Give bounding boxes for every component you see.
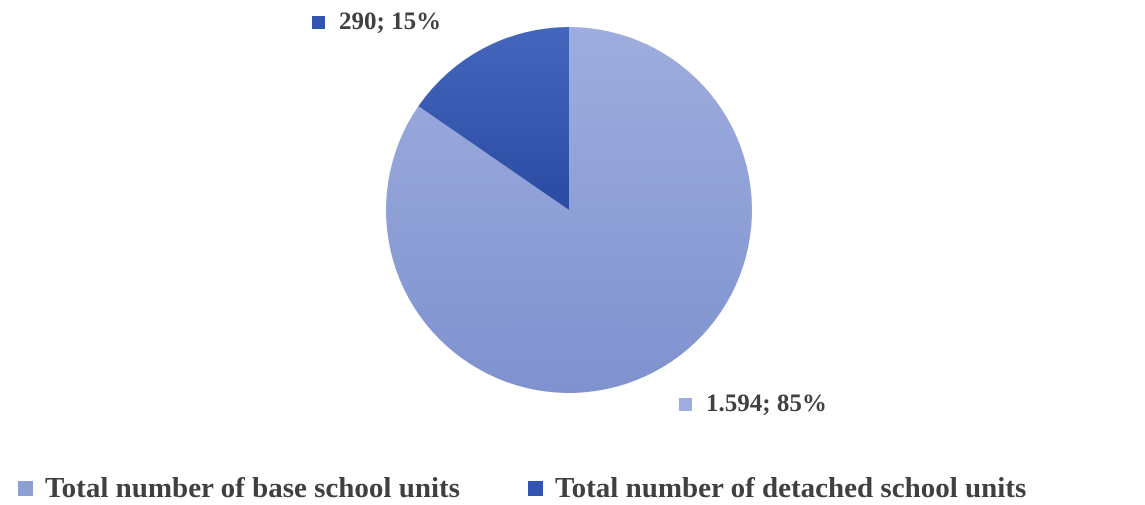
pie-slice-base-school-units	[385, 27, 752, 393]
legend-swatch	[527, 481, 543, 496]
legend-item-detached-school-units: Total number of detached school units	[527, 472, 1027, 505]
data-label-swatch	[312, 15, 325, 29]
legend-label: Total number of detached school units	[554, 472, 1027, 504]
data-label-text: 290; 15%	[339, 8, 442, 35]
legend-swatch	[18, 481, 33, 496]
legend-label: Total number of base school units	[45, 472, 460, 504]
legend: Total number of base school units Total …	[18, 472, 1026, 505]
data-label-text: 1.594; 85%	[706, 390, 827, 417]
data-label-base-school-units: 1.594; 85%	[679, 390, 827, 418]
pie-slice-detached-school-units	[418, 27, 569, 210]
data-label-swatch	[679, 397, 692, 411]
data-label-detached-school-units: 290; 15%	[312, 8, 441, 36]
legend-item-base-school-units: Total number of base school units	[18, 472, 460, 505]
